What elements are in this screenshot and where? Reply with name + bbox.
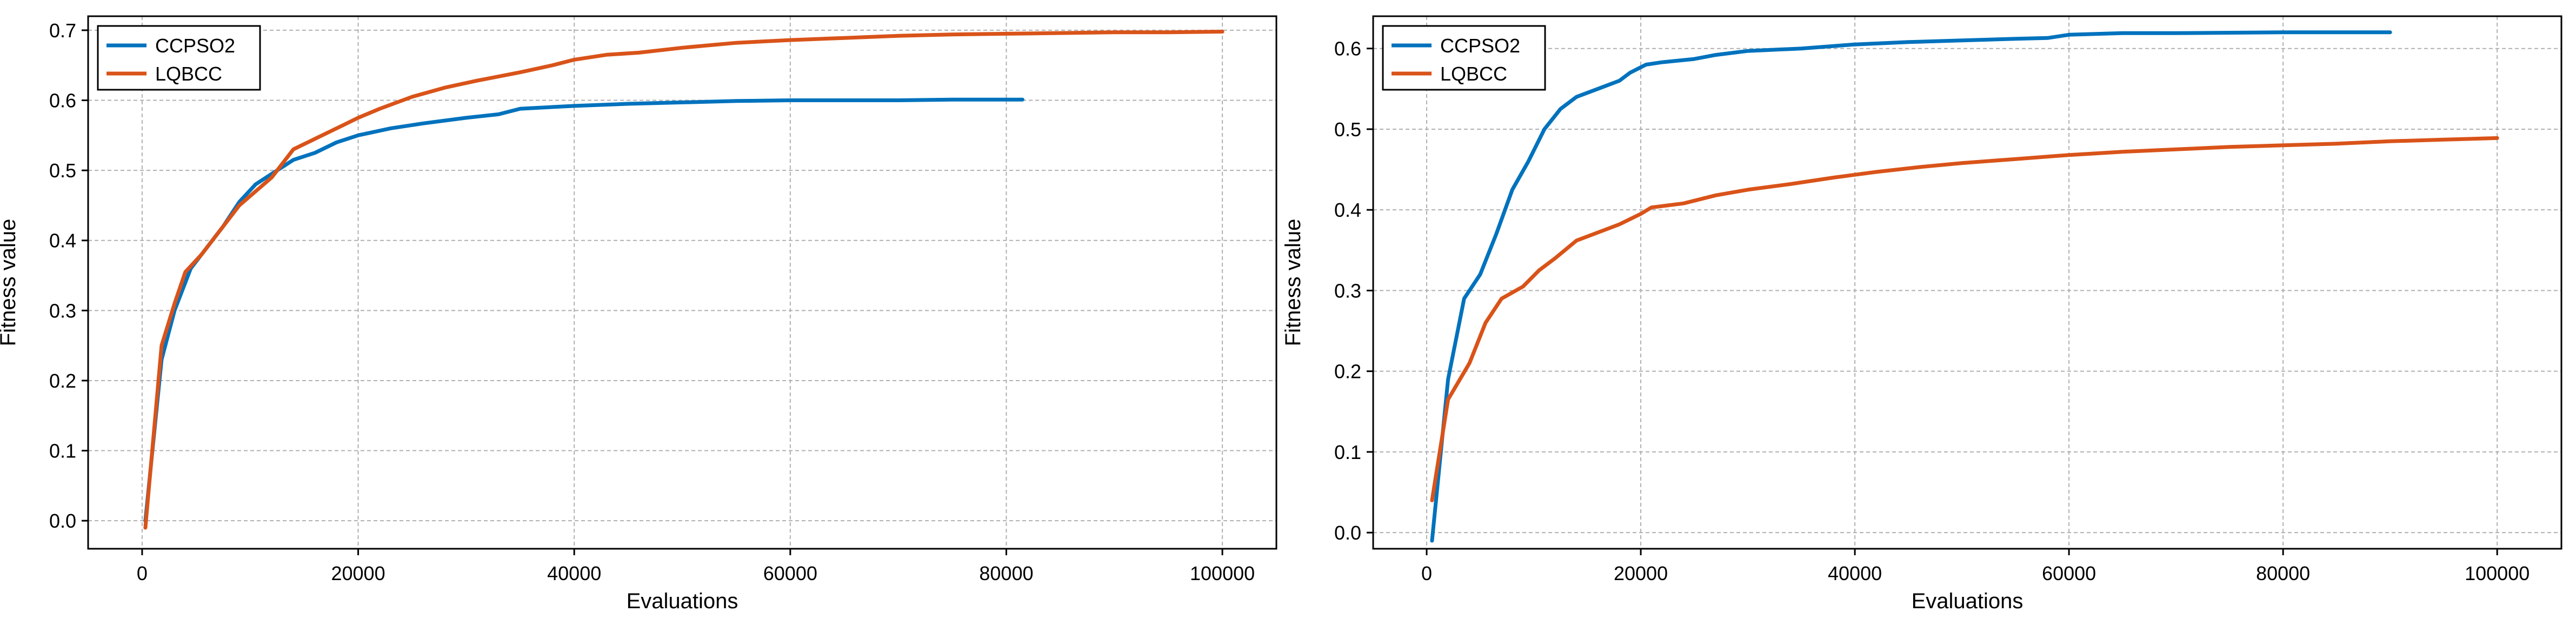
plot-area [88,16,1276,549]
x-tick-label: 80000 [979,562,1033,584]
x-axis-label: Evaluations [1912,589,2023,613]
y-tick-label: 0.0 [1334,522,1361,544]
x-tick-label: 20000 [331,562,385,584]
legend-label: CCPSO2 [1440,35,1520,57]
x-tick-label: 20000 [1614,562,1668,584]
y-tick-label: 0.5 [1334,118,1361,141]
y-tick-label: 0.3 [49,300,76,322]
plot-area [1373,16,2561,549]
x-tick-label: 80000 [2256,562,2310,584]
series-line-lqbcc [143,30,1224,530]
y-tick-label: 0.2 [49,370,76,392]
y-tick-label: 0.1 [1334,441,1361,463]
y-tick-label: 0.1 [49,440,76,462]
y-axis-label: Fitness value [0,219,20,347]
chart-panel-2: 0 20000 40000 60000 80000 100000 0.0 0.1 0.2 0.3 0… [1281,15,2562,613]
x-tick-label: 40000 [547,562,601,584]
y-tick-label: 0.3 [1334,280,1361,302]
x-tick-label: 100000 [2465,562,2530,584]
x-axis-label: Evaluations [627,589,738,613]
x-tick-label: 0 [137,562,148,584]
y-tick-label: 0.4 [49,230,76,252]
y-tick-label: 0.7 [49,19,76,42]
y-axis-label: Fitness value [1281,219,1305,347]
legend-label: LQBCC [155,63,222,85]
legend-label: LQBCC [1440,63,1507,85]
y-tick-label: 0.2 [1334,361,1361,383]
legend-box [1382,25,1546,91]
legend: CCPSO2 LQBCC [97,25,261,91]
x-tick-label: 0 [1421,562,1432,584]
x-tick-label: 60000 [763,562,817,584]
legend: CCPSO2 LQBCC [1382,25,1546,91]
y-tick-label: 0.5 [49,159,76,182]
axes-frame [1372,15,2562,550]
chart-panel-1: 0 20000 40000 60000 80000 100000 0.0 0.1 0.2 0.3 0… [0,15,1277,613]
axes-frame [87,15,1277,550]
y-tick-label: 0.6 [1334,38,1361,60]
series-line-ccpso2 [1430,30,2392,543]
legend-label: CCPSO2 [155,35,235,57]
y-tick-label: 0.4 [1334,199,1361,221]
x-tick-label: 40000 [1828,562,1882,584]
x-tick-label: 100000 [1190,562,1255,584]
x-tick-label: 60000 [2042,562,2096,584]
y-tick-label: 0.0 [49,510,76,532]
series-line-lqbcc [1430,136,2499,502]
y-tick-label: 0.6 [49,90,76,112]
legend-box [97,25,261,91]
